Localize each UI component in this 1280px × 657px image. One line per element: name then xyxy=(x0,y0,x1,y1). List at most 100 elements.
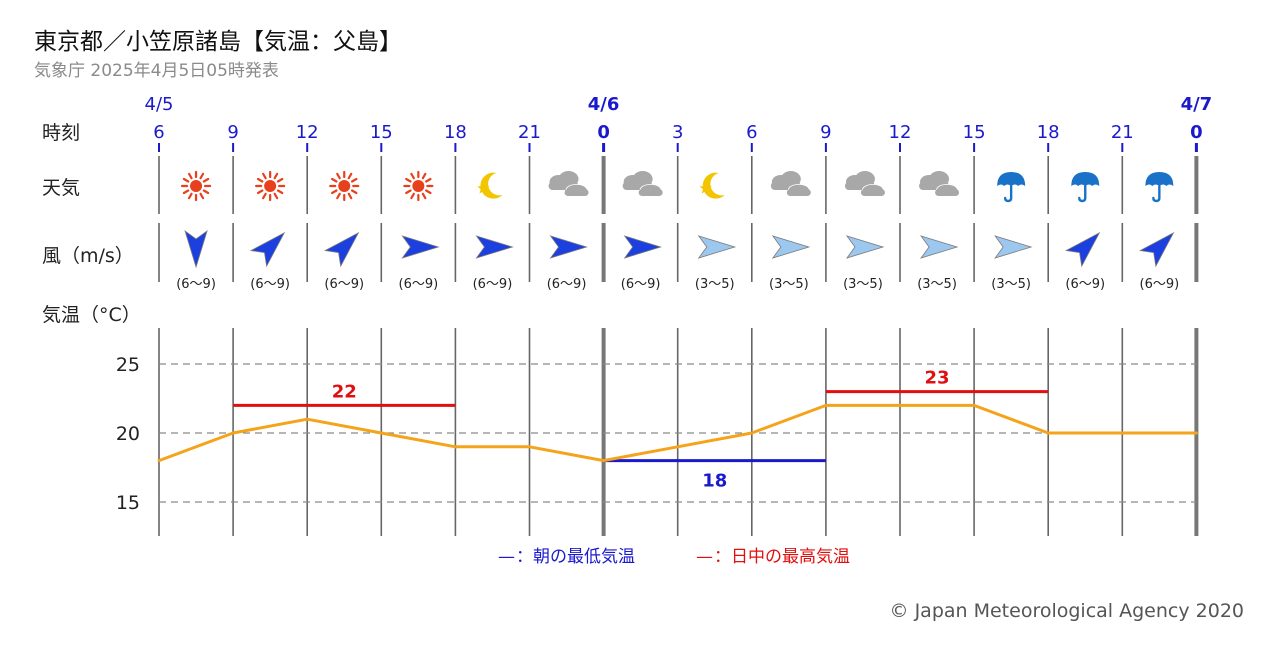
sun-ray xyxy=(202,189,210,195)
wind-speed: (6〜9) xyxy=(399,277,439,292)
umbrella-icon xyxy=(1145,172,1174,203)
hour-label: 9 xyxy=(820,122,831,143)
sun-ray xyxy=(199,192,205,200)
cloud-icon xyxy=(844,171,885,196)
wind-speed: (6〜9) xyxy=(473,277,513,292)
temperature-point xyxy=(1194,431,1198,435)
temperature-point xyxy=(528,445,531,449)
sun-ray xyxy=(425,189,432,195)
cloud-part xyxy=(860,189,885,196)
legend-text: ：日中の最高気温 xyxy=(714,547,850,567)
hour-label: 21 xyxy=(1111,122,1134,143)
sun-ray xyxy=(336,172,341,180)
sun-ray xyxy=(182,177,190,183)
temperature-point xyxy=(231,431,235,435)
umbrella-handle xyxy=(1003,184,1013,203)
wind-arrow-icon xyxy=(697,235,737,259)
umbrella-canopy xyxy=(1071,172,1100,186)
temperature-point xyxy=(1046,431,1050,435)
hour-label: 18 xyxy=(444,122,467,143)
hour-label: 6 xyxy=(746,122,757,143)
wind-arrow-shape xyxy=(623,235,663,259)
sun-core xyxy=(264,180,277,192)
umbrella-icon xyxy=(1071,172,1100,203)
cloud-icon xyxy=(919,171,960,196)
sun-ray xyxy=(182,189,190,195)
cloud-icon xyxy=(548,171,589,196)
sun-ray xyxy=(347,172,353,180)
sun-ray xyxy=(276,177,284,183)
sun-ray xyxy=(187,172,193,180)
sun-ray xyxy=(336,192,341,200)
sun-ray xyxy=(331,189,338,195)
issue-time: 気象庁 2025年4月5日05時発表 xyxy=(34,61,279,81)
time-row-label: 時刻 xyxy=(42,122,80,144)
y-tick-label: 20 xyxy=(116,423,140,445)
sun-core xyxy=(412,180,425,192)
sun-icon xyxy=(180,170,212,202)
sun-ray xyxy=(202,177,210,183)
sun-icon xyxy=(255,170,286,202)
legend-marker: — xyxy=(696,547,713,567)
temperature-point xyxy=(1120,431,1124,435)
wind-arrow-icon xyxy=(994,235,1033,259)
date-label: 4/7 xyxy=(1181,94,1213,115)
hour-label: 12 xyxy=(296,122,319,143)
wind-arrow-icon xyxy=(401,235,440,259)
cloud-icon xyxy=(770,171,811,196)
cloud-part xyxy=(564,189,589,196)
hour-label: 18 xyxy=(1037,122,1060,143)
wind-arrow-icon xyxy=(323,231,360,268)
wind-speed: (3〜5) xyxy=(769,277,809,292)
wind-arrow-icon xyxy=(845,235,885,259)
wind-arrow-icon xyxy=(549,235,588,259)
wind-arrow-shape xyxy=(475,235,514,259)
sun-ray xyxy=(410,172,415,180)
sun-ray xyxy=(425,177,432,183)
hour-label: 15 xyxy=(370,122,393,143)
hour-label: 3 xyxy=(672,122,683,143)
sun-ray xyxy=(350,189,358,195)
star-shape xyxy=(477,182,490,194)
wind-row-label: 風（m/s） xyxy=(42,245,134,267)
wind-arrow-shape xyxy=(323,231,360,268)
sun-ray xyxy=(199,172,205,180)
sun-ray xyxy=(273,172,279,180)
temperature-point xyxy=(379,431,383,435)
wind-speed: (6〜9) xyxy=(250,277,290,292)
wind-arrow-shape xyxy=(401,235,440,259)
date-label: 4/5 xyxy=(145,94,174,115)
min-temp-label: 18 xyxy=(702,471,727,492)
hour-label: 0 xyxy=(597,122,610,143)
wind-arrow-icon xyxy=(249,231,286,268)
wind-arrow-icon xyxy=(475,235,514,259)
moon-icon xyxy=(699,172,725,199)
temperature-point xyxy=(305,417,309,421)
wind-speed: (3〜5) xyxy=(917,277,957,292)
wind-arrow-icon xyxy=(184,229,208,269)
hour-label: 15 xyxy=(963,122,986,143)
wind-arrow-shape xyxy=(771,235,811,259)
weather-row-label: 天気 xyxy=(42,177,80,199)
umbrella-canopy xyxy=(997,172,1026,186)
umbrella-handle xyxy=(1078,184,1087,203)
sun-core xyxy=(338,180,351,192)
sun-ray xyxy=(262,192,267,200)
sun-ray xyxy=(273,192,279,200)
sun-ray xyxy=(421,192,427,200)
umbrella-icon xyxy=(997,172,1026,203)
sun-ray xyxy=(421,172,427,180)
hour-label: 6 xyxy=(153,122,164,143)
wind-arrow-shape xyxy=(184,229,208,269)
sun-icon xyxy=(403,170,434,202)
wind-arrow-shape xyxy=(920,235,959,259)
hour-label: 0 xyxy=(1190,122,1203,143)
sun-ray xyxy=(262,172,267,180)
wind-arrow-icon xyxy=(1064,231,1101,268)
wind-arrow-shape xyxy=(845,235,885,259)
wind-speed: (3〜5) xyxy=(843,277,883,292)
wind-arrow-icon xyxy=(1139,231,1175,268)
sun-ray xyxy=(347,192,353,200)
max-temp-label: 23 xyxy=(925,368,950,389)
